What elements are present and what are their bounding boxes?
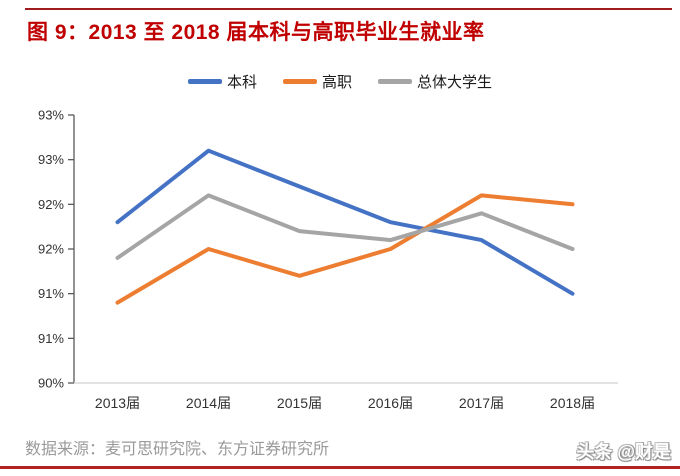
y-tick-label: 90% <box>38 376 64 391</box>
y-tick-label: 91% <box>38 331 64 346</box>
legend-label: 总体大学生 <box>417 74 493 91</box>
y-tick-label: 92% <box>38 242 64 257</box>
x-tick-label: 2017届 <box>459 395 504 411</box>
legend-line-swatch <box>187 79 222 84</box>
data-source-note: 数据来源：麦可思研究院、东方证券研究所 <box>25 441 330 458</box>
legend-item-1: 高职 <box>282 71 352 92</box>
y-tick-label: 93% <box>38 152 64 167</box>
legend-item-0: 本科 <box>187 71 257 92</box>
legend-item-2: 总体大学生 <box>378 71 492 92</box>
top-divider <box>25 8 672 10</box>
x-tick-label: 2018届 <box>550 395 595 411</box>
legend-line-swatch <box>378 79 412 84</box>
legend-label: 高职 <box>321 74 352 91</box>
x-tick-label: 2015届 <box>277 395 322 411</box>
series-line-2 <box>115 193 575 260</box>
bottom-divider <box>0 466 680 469</box>
y-tick-label: 91% <box>38 286 64 301</box>
x-tick-label: 2014届 <box>186 395 231 411</box>
series-line-1 <box>115 193 575 305</box>
chart-legend: 本科 高职 总体大学生 <box>0 71 680 92</box>
y-tick-label: 93% <box>38 108 64 123</box>
legend-label: 本科 <box>226 74 257 91</box>
figure-title: 图 9：2013 至 2018 届本科与高职毕业生就业率 <box>27 21 485 44</box>
x-tick-label: 2016届 <box>368 395 413 411</box>
toutiao-caishi-watermark: 头条 @财是 <box>576 442 671 462</box>
y-tick-label: 92% <box>38 197 64 212</box>
legend-line-swatch <box>282 79 317 84</box>
x-tick-label: 2013届 <box>95 395 140 411</box>
series-line-0 <box>115 148 575 296</box>
